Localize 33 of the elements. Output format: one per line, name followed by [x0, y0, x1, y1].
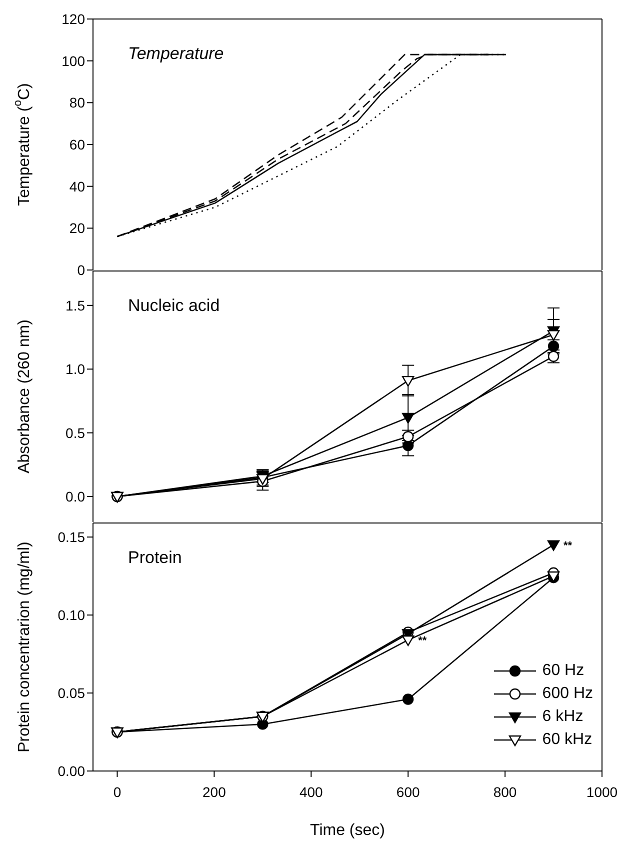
annotation: Protein [128, 548, 182, 568]
y-tick-label: 0 [77, 262, 86, 278]
y-tick-label: 0.05 [58, 684, 86, 701]
x-tick-label: 400 [299, 784, 324, 800]
annotation: ** [564, 540, 573, 552]
y-tick-label: 20 [69, 220, 86, 236]
y-tick-label: 0.5 [66, 424, 86, 441]
x-tick-label: 800 [493, 784, 517, 800]
x-tick-label: 1000 [586, 784, 618, 800]
y-tick-label: 1.5 [66, 297, 86, 314]
legend-label: 60 kHz [542, 730, 592, 748]
annotation: Nucleic acid [128, 296, 220, 316]
x-axis-title: Time (sec) [310, 822, 385, 839]
y-tick-label: 60 [69, 136, 86, 152]
y-tick-label: 40 [69, 178, 86, 194]
y-tick-label: 1.0 [66, 361, 86, 378]
y-tick-label: 0.0 [66, 488, 86, 504]
y-tick-label: 120 [62, 10, 86, 27]
y-axis-title: Protein concentrarion (mg/ml) [16, 542, 32, 752]
legend-label: 6 kHz [542, 708, 584, 726]
y-tick-label: 100 [62, 52, 86, 69]
annotation: ** [418, 634, 428, 647]
legend-label: 60 Hz [542, 662, 584, 680]
legend-label: 600 Hz [542, 684, 593, 702]
y-tick-label: 0.10 [58, 606, 86, 623]
y-tick-label: 0.00 [58, 762, 86, 779]
y-axis-title: Absorbance (260 nm) [16, 320, 32, 474]
x-tick-label: 0 [113, 784, 122, 800]
x-tick-label: 600 [396, 784, 420, 800]
x-tick-label: 200 [202, 784, 226, 800]
annotation: Temperature [128, 44, 224, 64]
y-tick-label: 80 [69, 94, 86, 111]
y-tick-label: 0.15 [58, 529, 86, 546]
